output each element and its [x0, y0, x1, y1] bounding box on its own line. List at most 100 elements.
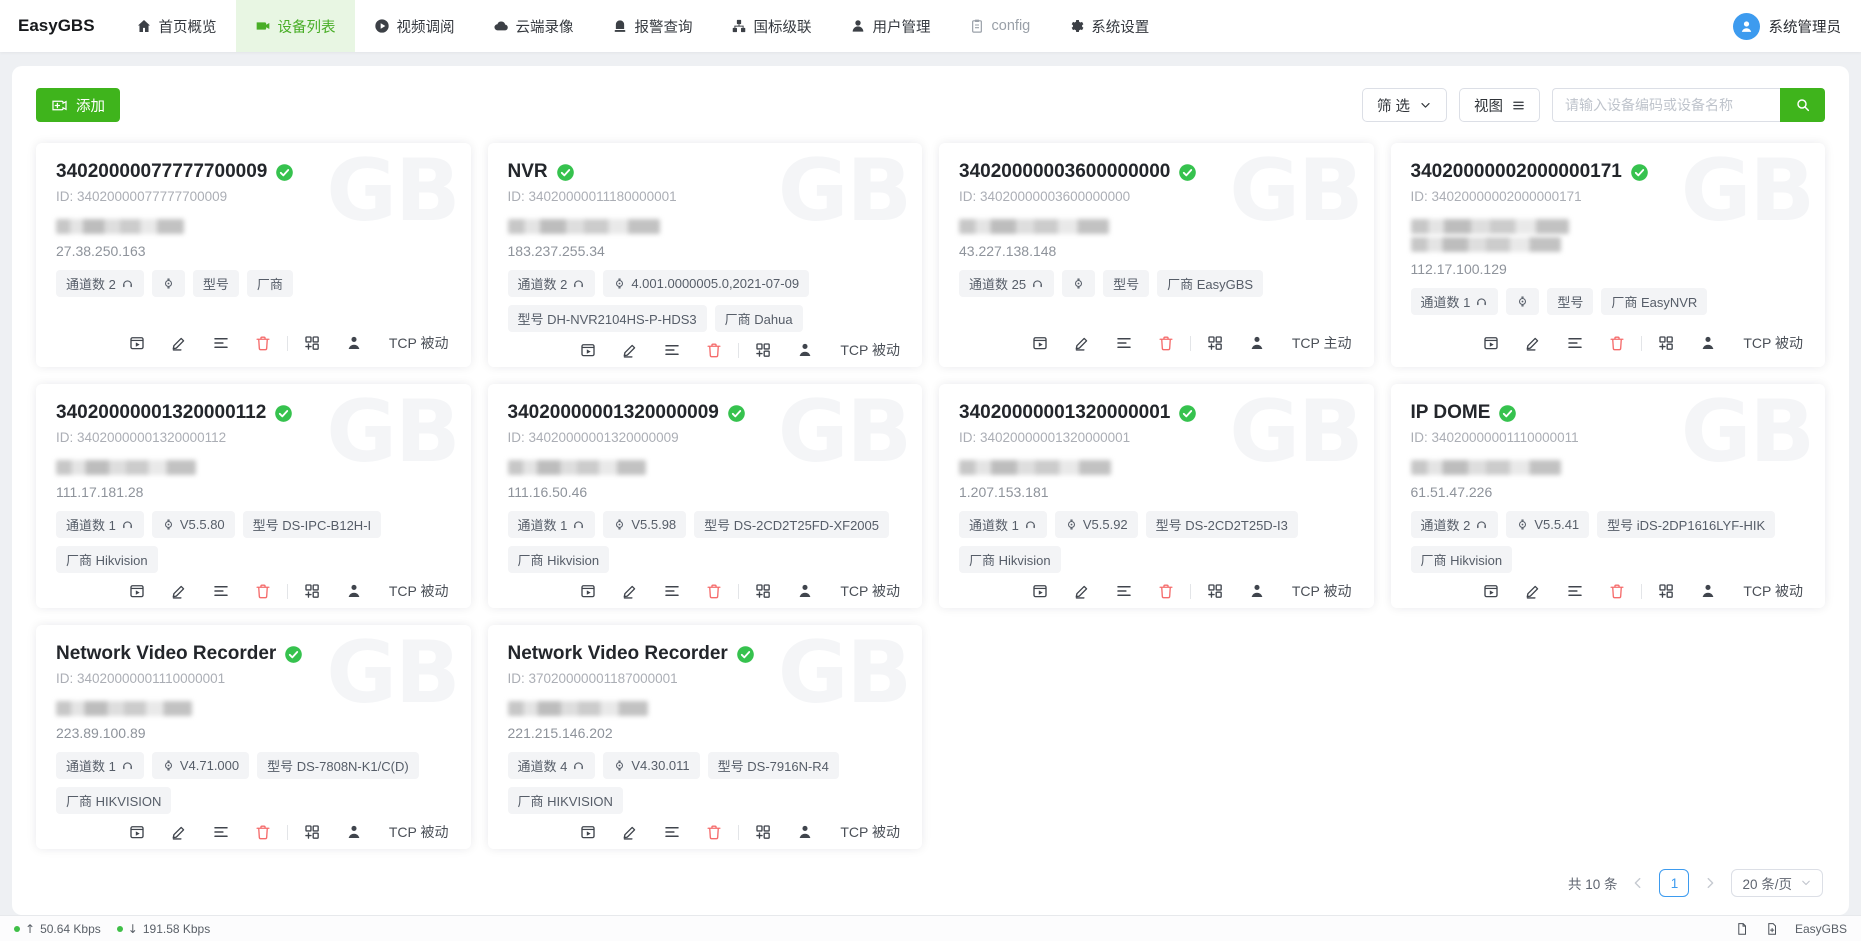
device-name: 34020000001320000001	[959, 402, 1171, 423]
nav-item-devices[interactable]: 设备列表	[235, 0, 355, 52]
blurred-text	[56, 460, 196, 475]
user-menu[interactable]: 系统管理员	[1732, 12, 1841, 40]
add-channel-icon[interactable]	[1206, 334, 1224, 352]
edit-device-icon[interactable]	[621, 582, 639, 600]
edit-device-icon[interactable]	[621, 341, 639, 359]
add-channel-icon[interactable]	[303, 334, 321, 352]
nav-item-config[interactable]: config	[950, 0, 1050, 52]
detail-list-icon[interactable]	[212, 823, 230, 841]
edit-device-icon[interactable]	[170, 334, 188, 352]
delete-device-icon[interactable]	[705, 341, 723, 359]
nav-item-system-settings[interactable]: 系统设置	[1049, 0, 1168, 52]
nav-item-cloud-record[interactable]: 云端录像	[474, 0, 593, 52]
edit-device-icon[interactable]	[621, 823, 639, 841]
device-user-icon[interactable]	[796, 341, 814, 359]
search-button[interactable]	[1780, 88, 1825, 122]
view-toggle-button[interactable]: 视图	[1459, 88, 1540, 122]
online-check-icon	[1630, 163, 1649, 182]
tcp-mode-label: TCP 被动	[1291, 583, 1352, 599]
detail-list-icon[interactable]	[1566, 334, 1584, 352]
device-user-icon[interactable]	[345, 334, 363, 352]
card-actions: TCP 被动	[508, 332, 903, 364]
add-channel-icon[interactable]	[1657, 334, 1675, 352]
card-actions: TCP 被动	[959, 573, 1354, 605]
device-user-icon[interactable]	[796, 582, 814, 600]
play-video-icon[interactable]	[1482, 582, 1500, 600]
next-page-icon[interactable]	[1703, 876, 1717, 890]
device-user-icon[interactable]	[1248, 582, 1266, 600]
delete-device-icon[interactable]	[705, 823, 723, 841]
edit-device-icon[interactable]	[170, 582, 188, 600]
play-video-icon[interactable]	[128, 823, 146, 841]
add-channel-icon[interactable]	[303, 823, 321, 841]
nav-item-overview[interactable]: 首页概览	[117, 0, 236, 52]
card-actions: TCP 被动	[56, 573, 451, 605]
device-user-icon[interactable]	[1699, 334, 1717, 352]
detail-list-icon[interactable]	[1566, 582, 1584, 600]
add-channel-icon[interactable]	[1206, 582, 1224, 600]
add-channel-icon[interactable]	[754, 823, 772, 841]
delete-device-icon[interactable]	[705, 582, 723, 600]
device-card: GB 34020000002000000171 ID: 340200000020…	[1390, 143, 1825, 367]
nav-item-user-management[interactable]: 用户管理	[831, 0, 950, 52]
device-badge	[1506, 288, 1540, 315]
filter-button[interactable]: 筛 选	[1361, 88, 1447, 122]
delete-device-icon[interactable]	[254, 582, 272, 600]
device-ip: 112.17.100.129	[1410, 261, 1507, 277]
cloud-icon	[493, 18, 509, 34]
delete-device-icon[interactable]	[1608, 334, 1626, 352]
online-check-icon	[736, 645, 755, 664]
page-number[interactable]: 1	[1659, 869, 1690, 897]
device-user-icon[interactable]	[1248, 334, 1266, 352]
nav-item-alarm-query[interactable]: 报警查询	[593, 0, 712, 52]
device-user-icon[interactable]	[345, 823, 363, 841]
add-channel-icon[interactable]	[754, 582, 772, 600]
delete-device-icon[interactable]	[254, 334, 272, 352]
device-user-icon[interactable]	[345, 582, 363, 600]
play-video-icon[interactable]	[1031, 334, 1049, 352]
play-video-icon[interactable]	[579, 582, 597, 600]
detail-list-icon[interactable]	[212, 582, 230, 600]
upload-arrow-icon: ↑	[25, 921, 36, 936]
edit-device-icon[interactable]	[1073, 582, 1091, 600]
nav-item-video-review[interactable]: 视频调阅	[355, 0, 474, 52]
play-video-icon[interactable]	[579, 341, 597, 359]
delete-device-icon[interactable]	[254, 823, 272, 841]
detail-list-icon[interactable]	[1115, 582, 1133, 600]
device-badges: 通道数 1 型号 厂商 EasyNVR	[1410, 288, 1806, 315]
page-size-select[interactable]: 20 条/页	[1731, 869, 1823, 897]
play-video-icon[interactable]	[128, 582, 146, 600]
add-channel-icon[interactable]	[754, 341, 772, 359]
play-video-icon[interactable]	[128, 334, 146, 352]
nav-item-cascade[interactable]: 国标级联	[712, 0, 831, 52]
edit-device-icon[interactable]	[1524, 334, 1542, 352]
detail-list-icon[interactable]	[663, 582, 681, 600]
edit-device-icon[interactable]	[1073, 334, 1091, 352]
download-arrow-icon: ↓	[127, 921, 138, 936]
nav-item-label: 视频调阅	[396, 19, 455, 36]
search-input[interactable]	[1552, 88, 1780, 122]
delete-device-icon[interactable]	[1157, 582, 1175, 600]
license-file-icon[interactable]	[1735, 922, 1749, 936]
log-file-icon[interactable]	[1765, 922, 1779, 936]
prev-page-icon[interactable]	[1631, 876, 1645, 890]
upload-status-dot	[14, 925, 20, 932]
add-channel-icon[interactable]	[303, 582, 321, 600]
play-video-icon[interactable]	[1482, 334, 1500, 352]
play-video-icon[interactable]	[1031, 582, 1049, 600]
delete-device-icon[interactable]	[1157, 334, 1175, 352]
device-user-icon[interactable]	[1699, 582, 1717, 600]
add-device-button[interactable]: 添加	[36, 88, 120, 122]
detail-list-icon[interactable]	[663, 823, 681, 841]
device-ip: 61.51.47.226	[1410, 484, 1493, 500]
delete-device-icon[interactable]	[1608, 582, 1626, 600]
edit-device-icon[interactable]	[1524, 582, 1542, 600]
play-video-icon[interactable]	[579, 823, 597, 841]
device-user-icon[interactable]	[796, 823, 814, 841]
detail-list-icon[interactable]	[1115, 334, 1133, 352]
detail-list-icon[interactable]	[212, 334, 230, 352]
top-nav: EasyGBS 首页概览 设备列表 视频调阅 云端录像 报警查询 国标级联 用户…	[0, 0, 1861, 52]
add-channel-icon[interactable]	[1657, 582, 1675, 600]
detail-list-icon[interactable]	[663, 341, 681, 359]
edit-device-icon[interactable]	[170, 823, 188, 841]
